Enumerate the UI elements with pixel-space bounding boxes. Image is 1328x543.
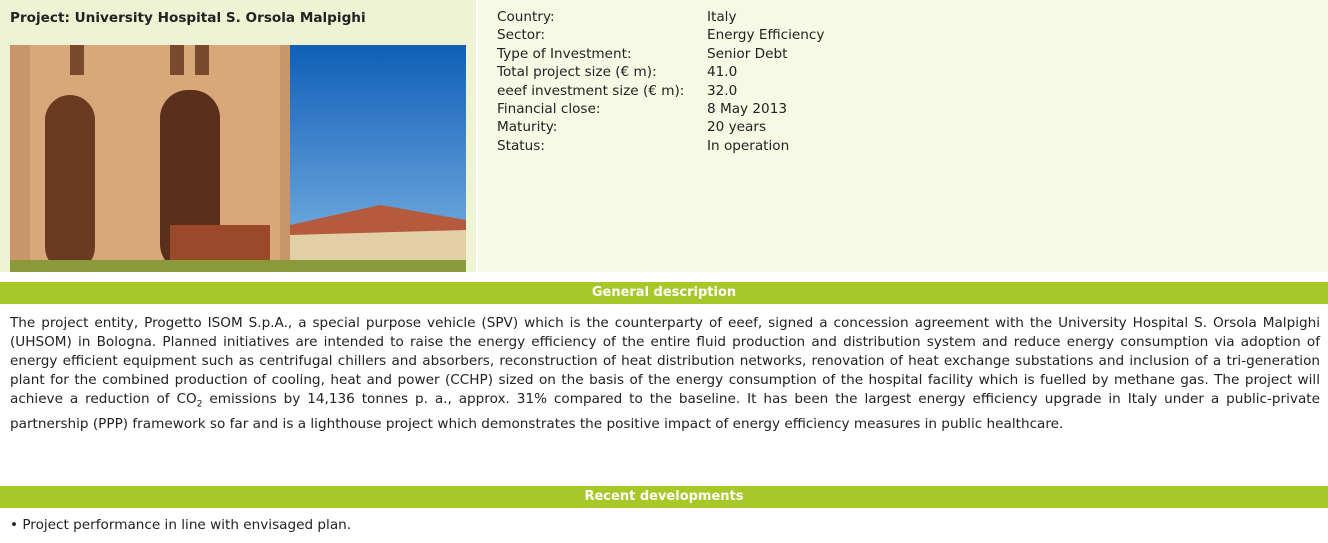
bullet-item: • Project performance in line with envis… <box>10 517 351 533</box>
page: Project: University Hospital S. Orsola M… <box>0 0 1328 543</box>
recent-list: • Project performance in line with envis… <box>10 517 351 533</box>
detail-row: Maturity:20 years <box>497 118 824 136</box>
detail-label: Total project size (€ m): <box>497 63 707 81</box>
detail-row: Sector:Energy Efficiency <box>497 26 824 44</box>
project-photo <box>10 45 466 272</box>
detail-value: 41.0 <box>707 64 737 80</box>
section-header: General description <box>0 282 1328 304</box>
detail-row: Financial close:8 May 2013 <box>497 100 824 118</box>
detail-row: Status:In operation <box>497 137 824 155</box>
detail-row: Type of Investment:Senior Debt <box>497 45 824 63</box>
detail-value: 8 May 2013 <box>707 101 787 117</box>
detail-value: Italy <box>707 9 737 25</box>
detail-row: eeef investment size (€ m):32.0 <box>497 82 824 100</box>
detail-label: Sector: <box>497 26 707 44</box>
project-title: Project: University Hospital S. Orsola M… <box>10 10 366 26</box>
detail-label: Financial close: <box>497 100 707 118</box>
detail-value: In operation <box>707 138 789 154</box>
detail-value: Senior Debt <box>707 46 787 62</box>
detail-label: Country: <box>497 8 707 26</box>
detail-row: Country:Italy <box>497 8 824 26</box>
description: The project entity, Progetto ISOM S.p.A.… <box>10 314 1320 434</box>
detail-label: eeef investment size (€ m): <box>497 82 707 100</box>
detail-value: 20 years <box>707 119 766 135</box>
detail-label: Status: <box>497 137 707 155</box>
detail-value: Energy Efficiency <box>707 27 824 43</box>
description-text: emissions by 14,136 tonnes p. a., approx… <box>10 391 1320 432</box>
section-header: Recent developments <box>0 486 1328 508</box>
detail-value: 32.0 <box>707 83 737 99</box>
project-panel: Project: University Hospital S. Orsola M… <box>0 0 476 272</box>
detail-label: Maturity: <box>497 118 707 136</box>
detail-label: Type of Investment: <box>497 45 707 63</box>
detail-row: Total project size (€ m):41.0 <box>497 63 824 81</box>
